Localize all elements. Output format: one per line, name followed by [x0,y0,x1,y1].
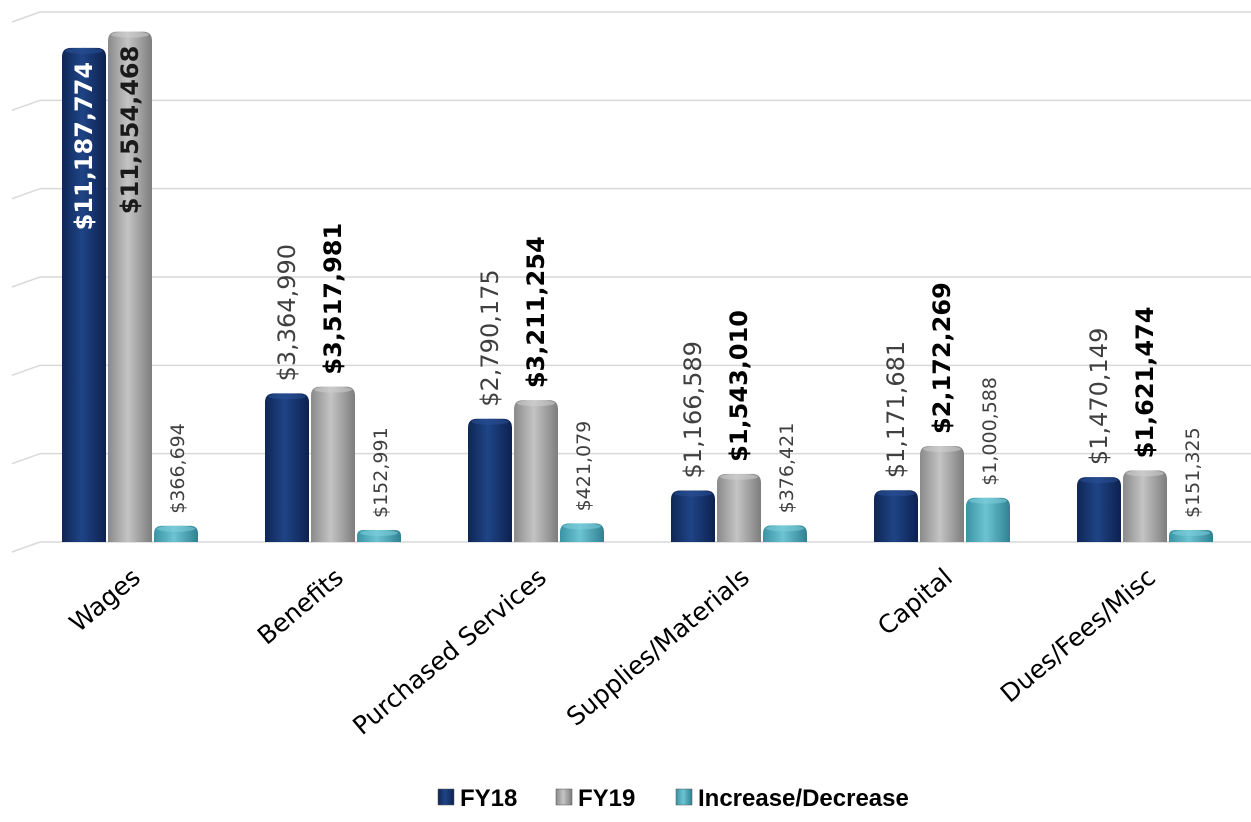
gridlines [11,11,1251,553]
gridline-side [11,99,41,112]
bar-cap-fy18-supplies-materials [674,490,712,497]
bar-fy18-supplies-materials [671,490,715,542]
bar-cap-increase-wages [157,525,195,532]
legend-swatch-fy19 [555,788,573,806]
legend-swatch-fy18 [437,788,455,806]
category-label-purchased-services: Purchased Services [347,562,552,740]
bar-cap-fy19-wages [111,31,149,38]
bar-fy18-benefits [265,393,309,542]
data-label-increase-benefits: $152,991 [370,427,392,518]
gridline-side [11,187,41,200]
bar-fy18-wages [62,47,106,542]
bar-fy19-capital [920,446,964,542]
bar-fy19-wages [108,31,152,542]
bar-fy18-capital [874,490,918,542]
legend-label-fy19: FY19 [578,785,635,812]
legend-label-fy18: FY18 [460,785,517,812]
gridline-side [11,11,41,23]
bar-cap-fy19-purchased-services [517,400,555,407]
bar-cap-fy18-wages [65,47,103,54]
bars [62,31,1213,542]
bar-cap-increase-benefits [360,530,398,536]
bar-cap-increase-capital [969,497,1007,504]
bar-cap-fy18-benefits [268,393,306,400]
gridline-side [11,452,41,465]
bar-cap-fy19-supplies-materials [720,473,758,480]
data-label-increase-wages: $366,694 [167,423,189,514]
legend-label-increase: Increase/Decrease [698,785,909,812]
category-label-supplies-materials: Supplies/Materials [561,562,755,731]
data-label-fy18-capital: $1,171,681 [882,341,910,478]
category-label-capital: Capital [872,562,958,641]
data-label-fy18-supplies-materials: $1,166,589 [679,341,707,478]
category-label-benefits: Benefits [252,562,349,650]
category-label-dues-fees-misc: Dues/Fees/Misc [995,562,1161,708]
bar-cap-fy19-benefits [314,386,352,393]
bar-fy18-purchased-services [468,418,512,542]
data-label-fy19-purchased-services: $3,211,254 [522,236,550,388]
data-label-increase-dues-fees-misc: $151,325 [1182,427,1204,518]
bar-fy19-dues-fees-misc [1123,470,1167,542]
bar-fy19-purchased-services [514,400,558,542]
bar-increase-capital [966,497,1010,542]
bar-cap-increase-purchased-services [563,523,601,530]
data-label-fy18-wages: $11,187,774 [70,62,98,231]
legend: FY18 FY19 Increase/Decrease [437,785,909,812]
bar-cap-increase-supplies-materials [766,525,804,532]
gridline-side [11,541,41,553]
gridline-side [11,364,41,377]
bar-cap-fy18-purchased-services [471,418,509,425]
data-label-fy19-dues-fees-misc: $1,621,474 [1131,307,1159,459]
bar-cap-fy19-capital [923,446,961,453]
data-label-fy18-dues-fees-misc: $1,470,149 [1085,328,1113,465]
data-label-fy19-supplies-materials: $1,543,010 [725,310,753,462]
data-label-fy19-wages: $11,554,468 [116,46,144,215]
gridline-side [11,276,41,288]
bar-fy19-benefits [311,386,355,542]
data-labels: $11,187,774 $11,554,468 $366,694 $3,364,990… [70,46,1204,518]
bar-cap-increase-dues-fees-misc [1172,530,1210,536]
category-label-wages: Wages [64,562,146,637]
data-label-fy18-purchased-services: $2,790,175 [476,269,504,406]
data-label-increase-purchased-services: $421,079 [573,421,595,512]
bar-cap-fy18-dues-fees-misc [1080,477,1118,484]
bar-cap-fy18-capital [877,490,915,497]
data-label-fy19-benefits: $3,517,981 [319,223,347,375]
data-label-increase-supplies-materials: $376,421 [776,423,798,514]
bar-fy19-supplies-materials [717,473,761,542]
data-label-fy18-benefits: $3,364,990 [273,244,301,381]
data-label-increase-capital: $1,000,588 [979,377,1001,486]
bar-fy18-dues-fees-misc [1077,477,1121,542]
bar-cap-fy19-dues-fees-misc [1126,470,1164,477]
legend-swatch-increase [675,788,693,806]
data-label-fy19-capital: $2,172,269 [928,282,956,434]
